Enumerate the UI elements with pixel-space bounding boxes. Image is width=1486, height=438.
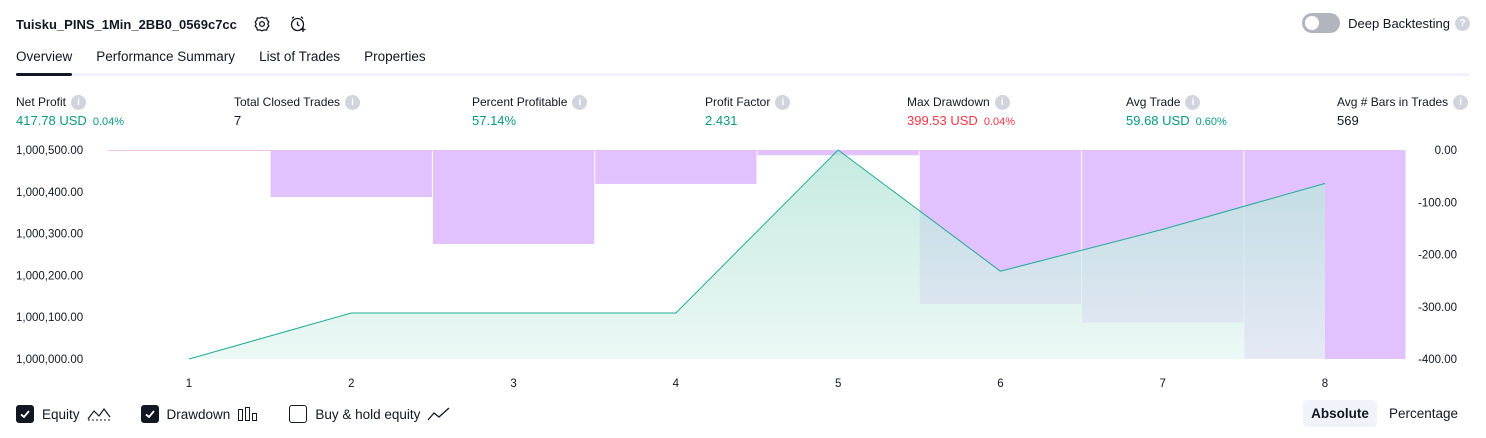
x-axis-tick-label: 3 — [510, 378, 516, 390]
x-axis-tick-label: 6 — [997, 378, 1003, 390]
metric-net-profit: Net Profit i 417.78 USD 0.04% — [16, 94, 124, 130]
deep-backtesting-toggle[interactable] — [1302, 13, 1341, 33]
help-icon[interactable]: ? — [1455, 15, 1470, 31]
report-tabs: Overview Performance Summary List of Tra… — [16, 40, 1470, 76]
drawdown-bar — [270, 150, 432, 198]
legend-buy-hold[interactable]: Buy & hold equity — [289, 405, 451, 423]
add-alert-clock-icon[interactable] — [287, 13, 309, 35]
deep-backtesting-label: Deep Backtesting — [1348, 15, 1450, 31]
right-axis-tick-label: -200.00 — [1418, 250, 1457, 262]
x-axis-tick-label: 1 — [186, 378, 192, 390]
equity-checkbox[interactable] — [16, 405, 34, 423]
metric-value: 2.431 — [705, 113, 738, 128]
metric-max-drawdown: Max Drawdown i 399.53 USD 0.04% — [907, 94, 1015, 130]
drawdown-bar — [432, 150, 595, 245]
left-axis-tick-label: 1,000,100.00 — [16, 312, 83, 324]
x-axis-tick-label: 4 — [673, 378, 680, 390]
strategy-name: Tuisku_PINS_1Min_2BB0_0569c7cc — [16, 16, 237, 32]
metric-value: 399.53 USD — [907, 113, 978, 128]
metric-value: 7 — [234, 113, 242, 128]
metric-profit-factor: Profit Factor i 2.431 — [705, 94, 791, 130]
left-axis-tick-label: 1,000,000.00 — [16, 354, 83, 366]
equity-area — [189, 150, 1325, 359]
legend-buy-hold-label: Buy & hold equity — [315, 406, 421, 422]
percentage-button[interactable]: Percentage — [1388, 406, 1458, 421]
info-icon[interactable]: i — [994, 94, 1010, 110]
metric-label: Net Profit — [16, 95, 67, 109]
metric-percent: 0.04% — [983, 116, 1016, 128]
metric-percent: 0.04% — [92, 116, 125, 128]
absolute-button[interactable]: Absolute — [1303, 400, 1377, 427]
strategy-header: Tuisku_PINS_1Min_2BB0_0569c7cc — [16, 12, 309, 36]
legend-drawdown[interactable]: Drawdown — [140, 405, 260, 423]
info-icon[interactable]: i — [1185, 94, 1201, 110]
legend-equity-label: Equity — [42, 406, 80, 422]
metric-value: 57.14% — [472, 113, 517, 128]
x-axis-tick-label: 5 — [835, 378, 841, 390]
metric-label: Avg # Bars in Trades — [1337, 95, 1449, 109]
x-axis-tick-label: 8 — [1322, 378, 1328, 390]
legend-drawdown-label: Drawdown — [166, 406, 231, 422]
metric-percent-profitable: Percent Profitable i 57.14% — [472, 94, 588, 130]
x-axis-tick-label: 2 — [348, 378, 354, 390]
right-axis-tick-label: -400.00 — [1418, 354, 1457, 366]
metric-total-closed-trades: Total Closed Trades i 7 — [234, 94, 361, 130]
metric-percent: 0.60% — [1195, 116, 1227, 128]
buy-hold-line-icon — [427, 406, 451, 422]
drawdown-checkbox[interactable] — [140, 405, 159, 423]
info-icon[interactable]: i — [1453, 94, 1469, 110]
metric-label: Profit Factor — [705, 95, 771, 109]
x-axis-tick-label: 7 — [1160, 378, 1166, 390]
tab-performance-summary[interactable]: Performance Summary — [96, 49, 236, 64]
right-axis-tick-label: -300.00 — [1418, 302, 1457, 314]
chart-legend: Equity Drawdown Buy & hold equity — [16, 403, 481, 425]
value-mode-switch: Absolute Percentage — [1299, 400, 1466, 427]
info-icon[interactable]: i — [775, 94, 791, 110]
equity-line-icon — [87, 406, 111, 422]
metric-value: 417.78 USD — [16, 113, 87, 128]
metric-avg-bars: Avg # Bars in Trades i 569 — [1337, 94, 1469, 130]
tab-overview[interactable]: Overview — [16, 40, 73, 76]
equity-drawdown-chart: 1,000,500.00 1,000,400.00 1,000,300.00 1,00… — [16, 145, 1457, 390]
right-axis-tick-label: 0.00 — [1435, 145, 1457, 157]
info-icon[interactable]: i — [572, 94, 588, 110]
settings-gear-icon[interactable] — [251, 13, 273, 35]
metric-label: Max Drawdown — [907, 95, 990, 109]
metric-avg-trade: Avg Trade i 59.68 USD 0.60% — [1126, 94, 1227, 130]
tab-list-of-trades[interactable]: List of Trades — [259, 49, 341, 64]
deep-backtesting: Deep Backtesting ? — [1302, 13, 1470, 33]
metric-label: Avg Trade — [1126, 95, 1181, 109]
buy-hold-checkbox[interactable] — [289, 405, 308, 423]
drawdown-bar — [595, 150, 757, 184]
metric-value: 59.68 USD — [1126, 113, 1190, 128]
equity-line — [188, 149, 1326, 360]
toggle-knob — [1305, 16, 1320, 30]
metric-label: Percent Profitable — [472, 95, 568, 109]
left-axis-tick-label: 1,000,400.00 — [16, 187, 83, 199]
right-axis-tick-label: -100.00 — [1418, 197, 1457, 209]
left-axis-tick-label: 1,000,300.00 — [16, 229, 83, 241]
info-icon[interactable]: i — [345, 94, 361, 110]
tab-properties[interactable]: Properties — [364, 49, 426, 64]
metric-value: 569 — [1337, 113, 1359, 128]
legend-equity[interactable]: Equity — [16, 405, 111, 423]
left-axis-tick-label: 1,000,200.00 — [16, 270, 83, 282]
drawdown-bars-icon — [237, 406, 259, 422]
metric-label: Total Closed Trades — [234, 95, 341, 109]
left-axis-tick-label: 1,000,500.00 — [16, 145, 83, 157]
info-icon[interactable]: i — [71, 94, 87, 110]
